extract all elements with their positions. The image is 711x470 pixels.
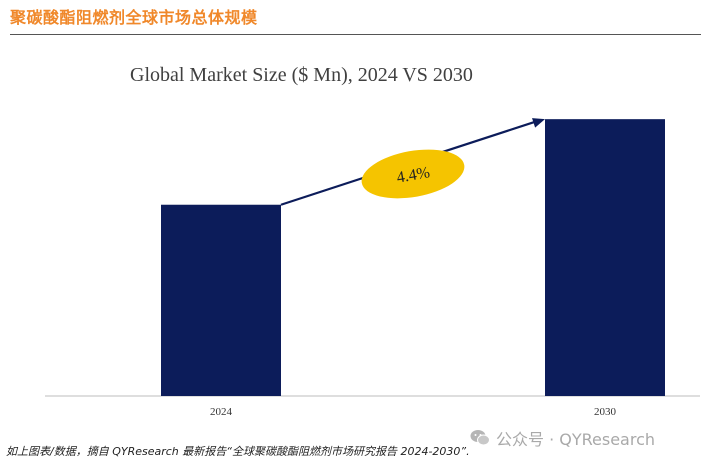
source-note: 如上图表/数据，摘自 QYResearch 最新报告“全球聚碳酸酯阻燃剂市场研究… bbox=[6, 445, 470, 458]
watermark: 公众号 · QYResearch bbox=[470, 426, 655, 450]
x-tick-label-2030: 2030 bbox=[594, 406, 617, 418]
growth-badge bbox=[361, 149, 465, 199]
page-title: 聚碳酸酯阻燃剂全球市场总体规模 bbox=[10, 8, 258, 27]
growth-rate-label: 4.4% bbox=[395, 164, 431, 187]
bar-2030 bbox=[545, 119, 665, 397]
x-tick-label-2024: 2024 bbox=[210, 406, 233, 418]
bar-2024 bbox=[161, 204, 281, 396]
wechat-icon bbox=[470, 430, 490, 446]
growth-arrow-head bbox=[532, 118, 545, 128]
header-divider bbox=[10, 34, 701, 35]
chart-title: Global Market Size ($ Mn), 2024 VS 2030 bbox=[130, 64, 473, 86]
watermark-label: 公众号 · QYResearch bbox=[496, 430, 656, 449]
